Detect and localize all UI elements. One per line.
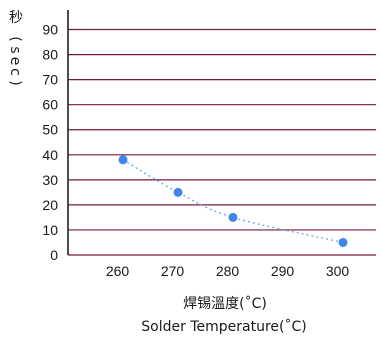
y-axis-label-char: c bbox=[7, 68, 23, 76]
x-tick-label-270: 270 bbox=[161, 263, 185, 279]
x-tick-label-280: 280 bbox=[216, 263, 240, 279]
data-point-261 bbox=[118, 155, 128, 165]
data-points bbox=[118, 155, 348, 247]
data-point-271 bbox=[173, 187, 183, 197]
y-axis-label-char: ) bbox=[7, 80, 23, 85]
y-tick-label-60: 60 bbox=[42, 97, 58, 113]
y-tick-label-90: 90 bbox=[42, 22, 58, 38]
x-tick-label-290: 290 bbox=[271, 263, 295, 279]
y-tick-label-10: 10 bbox=[42, 222, 58, 238]
y-axis-label-char: s bbox=[7, 46, 23, 53]
y-tick-label-40: 40 bbox=[42, 147, 58, 163]
x-axis-label-english: Solder Temperature(˚C) bbox=[141, 318, 306, 335]
y-tick-label-80: 80 bbox=[42, 47, 58, 63]
y-tick-labels: 0 10 20 30 40 50 60 70 80 90 bbox=[42, 22, 58, 263]
y-tick-label-20: 20 bbox=[42, 197, 58, 213]
trend-line bbox=[122, 159, 344, 244]
data-point-301 bbox=[338, 237, 348, 247]
x-tick-label-260: 260 bbox=[106, 263, 130, 279]
y-axis-label-char: ( bbox=[7, 36, 23, 41]
y-axis-label-char: 秒 bbox=[9, 10, 23, 26]
x-tick-labels: 260 270 280 290 300 bbox=[106, 263, 350, 279]
y-tick-label-0: 0 bbox=[50, 247, 58, 263]
y-tick-label-70: 70 bbox=[42, 72, 58, 88]
grid-lines bbox=[68, 28, 376, 256]
y-axis-label: 秒 ( sec) bbox=[7, 10, 23, 86]
data-point-281 bbox=[228, 212, 238, 222]
x-tick-label-300: 300 bbox=[326, 263, 350, 279]
x-axis-label: 焊锡溫度(˚C) bbox=[183, 295, 267, 312]
y-tick-label-50: 50 bbox=[42, 122, 58, 138]
y-tick-label-30: 30 bbox=[42, 172, 58, 188]
y-axis-label-char: e bbox=[7, 57, 23, 66]
